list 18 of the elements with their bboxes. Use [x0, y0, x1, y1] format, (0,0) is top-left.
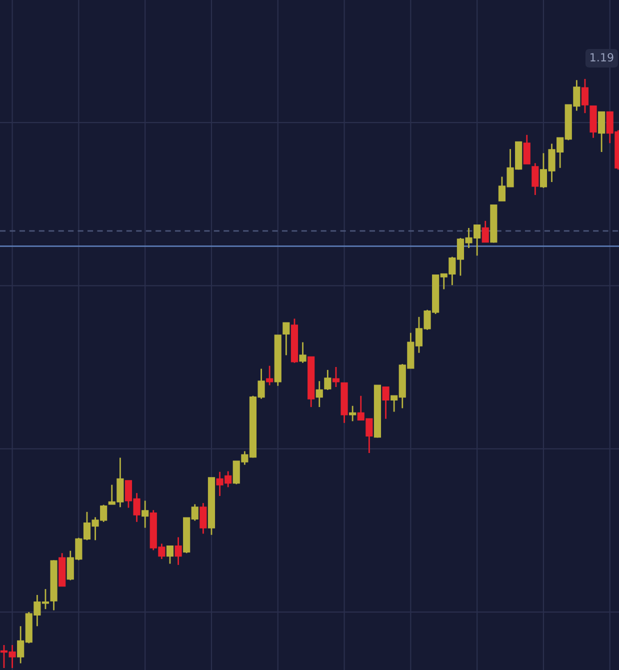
candlestick: [482, 220, 489, 243]
candlestick: [523, 134, 530, 164]
text: 1.19: [590, 53, 614, 62]
candlestick: [282, 322, 290, 356]
candlestick: [598, 111, 606, 153]
candlestick: [174, 536, 182, 566]
candlestick: [166, 545, 174, 564]
candlestick: [349, 405, 356, 422]
candlestick: [324, 369, 332, 391]
candlestick: [316, 380, 323, 408]
candlestick: [200, 502, 207, 534]
candlestick: [532, 162, 539, 196]
candlestick: [299, 342, 306, 364]
candlestick: [142, 500, 149, 528]
candlestick: [332, 366, 340, 388]
candlestick: [266, 365, 274, 386]
candlestick: [581, 78, 589, 114]
candlestick: [382, 386, 390, 420]
